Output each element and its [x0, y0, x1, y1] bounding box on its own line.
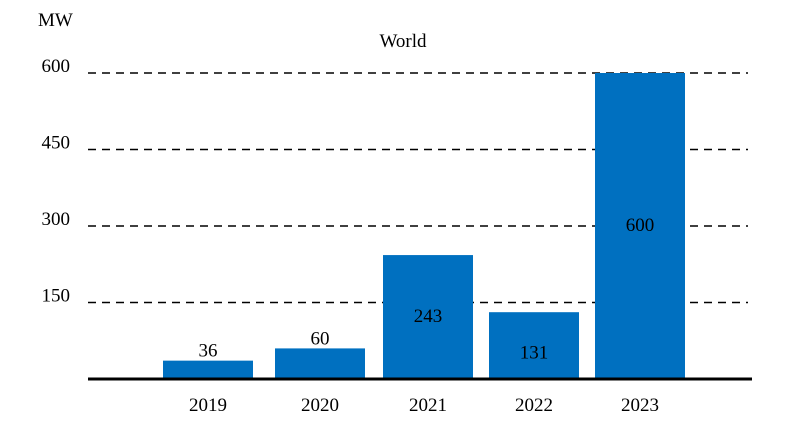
y-tick-label: 600 — [42, 56, 71, 77]
x-tick-labels: 2019 2020 2021 2022 2023 — [189, 395, 659, 416]
y-unit-label: MW — [38, 10, 73, 31]
bars — [163, 73, 685, 379]
chart-title: World — [379, 31, 427, 52]
bar-2023 — [595, 73, 685, 379]
x-tick-label: 2023 — [621, 395, 659, 416]
data-labels: 36 60 243 131 600 — [199, 215, 655, 364]
data-label: 36 — [199, 341, 218, 362]
data-label: 60 — [311, 328, 330, 349]
x-tick-label: 2022 — [515, 395, 553, 416]
bar-2020 — [275, 348, 365, 379]
data-label: 600 — [626, 215, 655, 236]
y-tick-label: 450 — [42, 133, 71, 154]
x-tick-label: 2021 — [409, 395, 447, 416]
bar-2019 — [163, 360, 253, 379]
y-tick-label: 300 — [42, 209, 71, 230]
y-tick-labels: 150 300 450 600 — [42, 56, 71, 307]
bar-2021 — [383, 255, 473, 379]
data-label: 131 — [520, 343, 549, 364]
data-label: 243 — [414, 306, 443, 327]
x-tick-label: 2019 — [189, 395, 227, 416]
bar-2022 — [489, 312, 579, 379]
x-tick-label: 2020 — [301, 395, 339, 416]
y-tick-label: 150 — [42, 286, 71, 307]
